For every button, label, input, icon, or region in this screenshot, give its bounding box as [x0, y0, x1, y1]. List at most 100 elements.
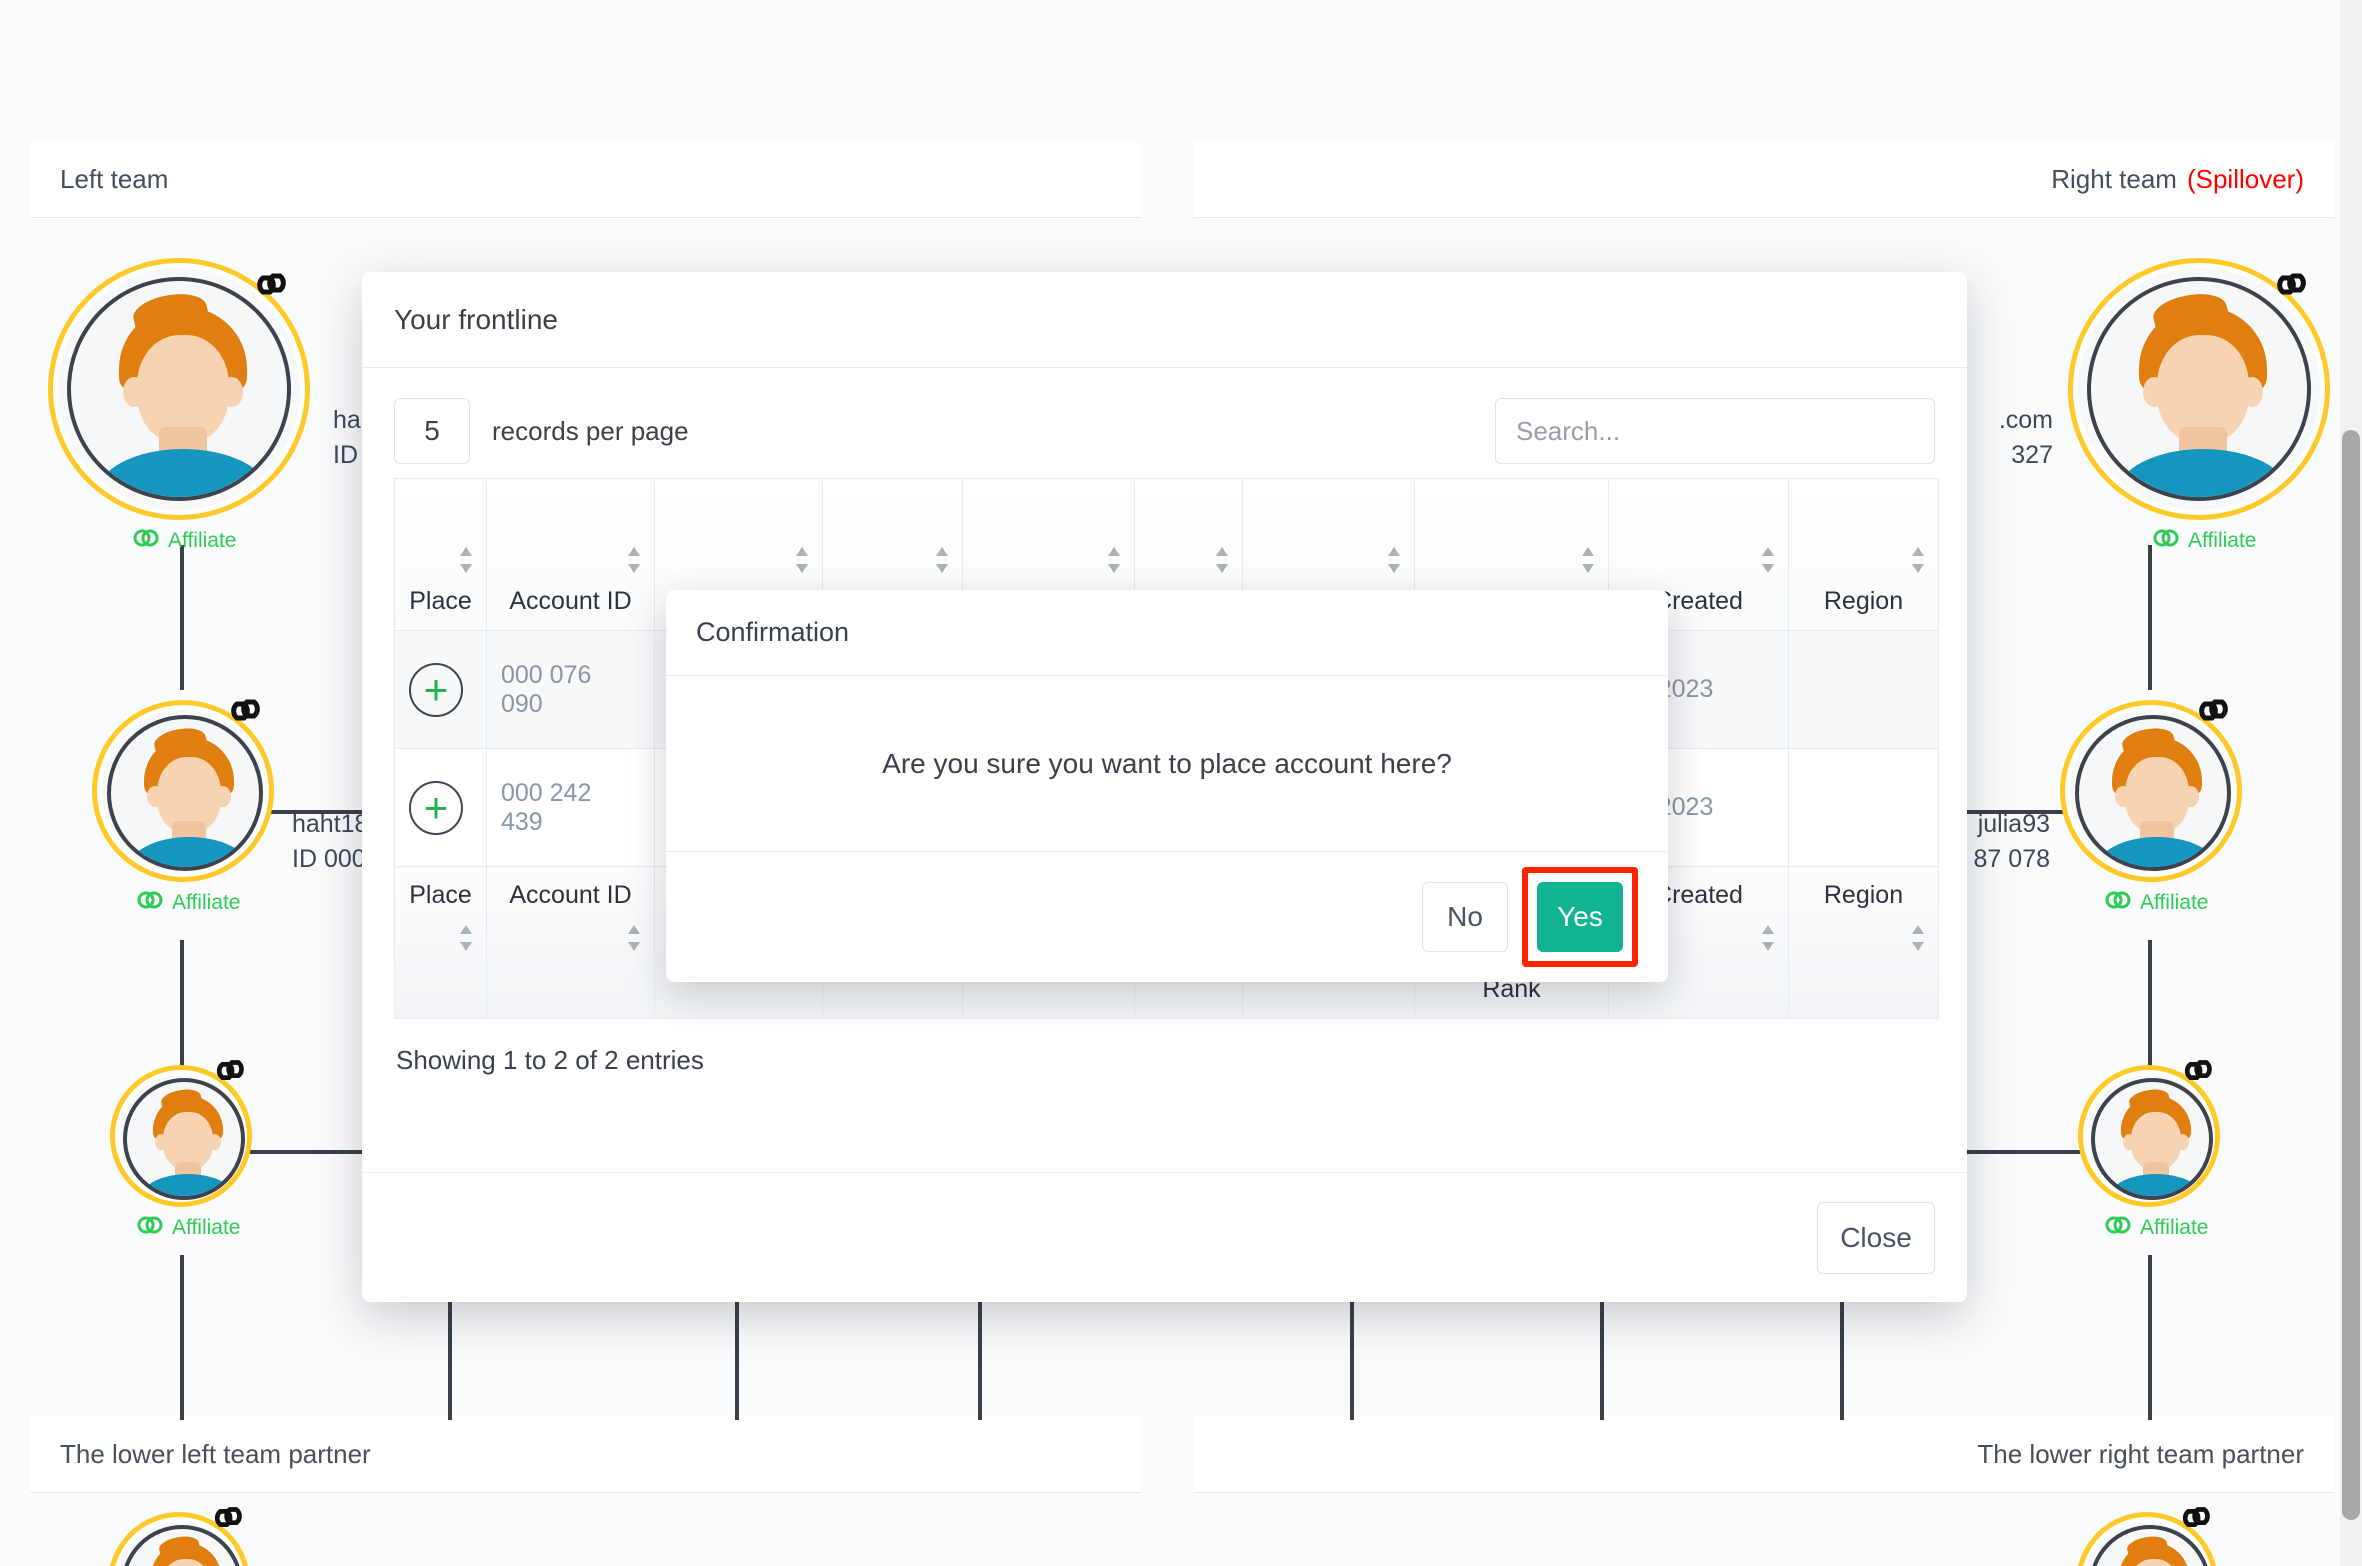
avatar[interactable]	[2078, 1065, 2220, 1207]
tree-node-bottom-right[interactable]	[2076, 1507, 2218, 1566]
avatar-face	[161, 1559, 211, 1566]
right-team-label: Right team	[2051, 164, 2177, 194]
connector-line	[1350, 1255, 1354, 1420]
foot-col-place-label: Place	[409, 881, 472, 909]
affiliate-text: Affiliate	[2188, 529, 2257, 552]
avatar-face	[163, 1112, 213, 1170]
frontline-modal-header: Your frontline	[362, 272, 1967, 368]
chain-link-icon[interactable]	[246, 268, 292, 302]
sort-icon[interactable]	[794, 545, 810, 582]
entries-summary: Showing 1 to 2 of 2 entries	[396, 1045, 704, 1075]
records-per-page-input[interactable]	[394, 398, 470, 464]
chain-link-icon[interactable]	[2174, 1055, 2218, 1087]
avatar[interactable]	[2068, 258, 2330, 520]
sort-icon[interactable]	[1760, 923, 1776, 960]
chain-link-icon[interactable]	[220, 694, 266, 728]
col-header-place[interactable]: Place	[394, 478, 487, 631]
avatar-face	[137, 335, 229, 443]
page-scrollbar-track[interactable]	[2340, 0, 2362, 1566]
sort-icon[interactable]	[934, 545, 950, 582]
tree-node-mid-left[interactable]: Affiliate haht18 ID 000	[92, 699, 368, 914]
avatar-face	[2129, 1559, 2179, 1566]
avatar[interactable]	[92, 700, 274, 882]
sort-icon[interactable]	[1386, 545, 1402, 582]
table-controls: records per page	[394, 394, 1935, 468]
connector-line	[1600, 1255, 1604, 1420]
yes-button[interactable]: Yes	[1537, 881, 1623, 952]
foot-col-place[interactable]: Place	[394, 866, 487, 1019]
sort-icon[interactable]	[1910, 545, 1926, 582]
no-button[interactable]: No	[1422, 881, 1508, 952]
affiliate-text: Affiliate	[2140, 1216, 2209, 1239]
tree-node-mid-right[interactable]: Affiliate julia93 87 078	[1974, 699, 2242, 914]
spillover-badge: (Spillover)	[2186, 164, 2304, 194]
top-whitespace	[0, 0, 2362, 128]
sort-icon[interactable]	[626, 545, 642, 582]
avatar[interactable]	[2076, 1512, 2218, 1566]
tree-node-low-left[interactable]: Affiliate	[110, 1060, 252, 1239]
col-header-account-id[interactable]: Account ID	[486, 478, 655, 631]
tree-node-top-right[interactable]: Affiliate .com 327	[1999, 258, 2330, 552]
sort-icon[interactable]	[1910, 923, 1926, 960]
affiliate-badge: Affiliate	[2104, 1215, 2209, 1241]
left-team-header: Left team	[30, 142, 1140, 218]
affiliate-icon	[2104, 890, 2132, 916]
connector-line	[978, 1255, 982, 1420]
col-header-place-label: Place	[409, 587, 472, 615]
node-username: julia93 87 078	[1973, 810, 2050, 873]
avatar-body	[2117, 449, 2289, 497]
lower-left-team-label: The lower left team partner	[60, 1439, 371, 1469]
cell-place-action[interactable]: +	[394, 748, 487, 867]
close-button[interactable]: Close	[1817, 1201, 1935, 1274]
tree-node-low-right[interactable]: Affiliate	[2078, 1060, 2220, 1239]
avatar[interactable]	[110, 1065, 252, 1207]
add-place-icon[interactable]: +	[409, 780, 463, 835]
sort-icon[interactable]	[1760, 545, 1776, 582]
avatar-body	[2097, 837, 2217, 867]
sort-icon[interactable]	[1106, 545, 1122, 582]
avatar-face	[2125, 757, 2189, 833]
tree-node-bottom-left[interactable]	[108, 1507, 250, 1566]
chain-link-icon[interactable]	[206, 1055, 250, 1087]
avatar-body	[129, 837, 249, 867]
tree-node-top-left[interactable]: Affiliate hal ID	[48, 258, 366, 552]
foot-col-account-id[interactable]: Account ID	[486, 866, 655, 1019]
avatar[interactable]	[48, 258, 310, 520]
affiliate-badge: Affiliate	[136, 1215, 241, 1241]
chain-link-icon[interactable]	[204, 1502, 248, 1534]
connector-line	[448, 1255, 452, 1420]
yes-button-highlight: Yes	[1522, 866, 1638, 967]
add-place-icon[interactable]: +	[409, 662, 463, 717]
node-username: .com 327	[1998, 406, 2053, 469]
affiliate-badge: Affiliate	[136, 890, 241, 916]
chain-link-icon[interactable]	[2266, 268, 2312, 302]
avatar-face	[2131, 1112, 2181, 1170]
sort-icon[interactable]	[458, 545, 474, 582]
sort-icon[interactable]	[1214, 545, 1230, 582]
avatar-portrait	[2075, 715, 2231, 871]
avatar-portrait	[123, 1078, 245, 1200]
foot-col-region[interactable]: Region	[1788, 866, 1939, 1019]
left-team-label: Left team	[60, 164, 169, 194]
chain-link-icon[interactable]	[2188, 694, 2234, 728]
avatar[interactable]	[2060, 700, 2242, 882]
sort-icon[interactable]	[626, 923, 642, 960]
affiliate-icon	[136, 1215, 164, 1241]
col-header-region-label: Region	[1823, 587, 1904, 615]
search-input[interactable]	[1495, 398, 1935, 464]
chain-link-icon[interactable]	[2172, 1502, 2216, 1534]
avatar-body	[97, 449, 269, 497]
avatar-body	[2109, 1174, 2203, 1196]
avatar-portrait	[2091, 1078, 2213, 1200]
sort-icon[interactable]	[1580, 545, 1596, 582]
avatar-face	[157, 757, 221, 833]
affiliate-icon	[132, 528, 160, 554]
affiliate-icon	[2152, 528, 2180, 554]
records-per-page-group: records per page	[394, 398, 689, 464]
foot-col-region-label: Region	[1823, 881, 1904, 909]
col-header-region[interactable]: Region	[1788, 478, 1939, 631]
sort-icon[interactable]	[458, 923, 474, 960]
cell-place-action[interactable]: +	[394, 630, 487, 749]
page-scrollbar-thumb[interactable]	[2342, 430, 2360, 1520]
